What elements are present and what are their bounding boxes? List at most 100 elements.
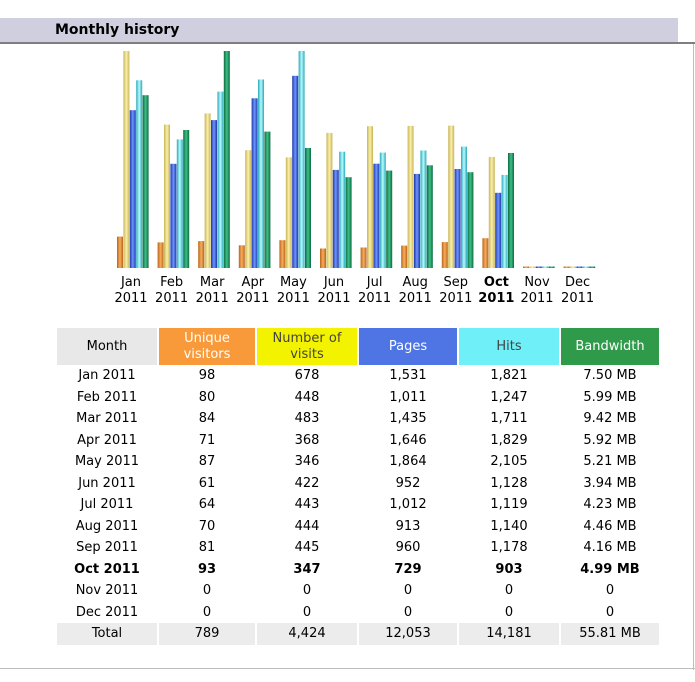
- row-unique-visitors: 61: [159, 472, 257, 494]
- row-bandwidth: 5.92 MB: [561, 429, 661, 451]
- row-visits: 0: [257, 601, 359, 623]
- row-pages: 729: [359, 558, 459, 580]
- row-visits: 0: [257, 580, 359, 602]
- x-label-month-apr-2011: Apr: [242, 275, 265, 290]
- bar-unique-visitors-oct-2011: [482, 238, 489, 268]
- row-visits: 346: [257, 451, 359, 473]
- row-unique-visitors: 0: [159, 601, 257, 623]
- row-pages: 1,646: [359, 429, 459, 451]
- row-pages: 960: [359, 537, 459, 559]
- bar-pages-jul-2011: [373, 163, 380, 268]
- x-label-year-jun-2011: 2011: [317, 291, 350, 306]
- table-row: Sep 2011 81 445 960 1,178 4.16 MB: [57, 537, 661, 559]
- x-label-month-aug-2011: Aug: [403, 275, 428, 290]
- table-total-row: Total 789 4,424 12,053 14,181 55.81 MB: [57, 623, 661, 645]
- table-row: Dec 2011 0 0 0 0 0: [57, 601, 661, 623]
- row-hits: 2,105: [459, 451, 561, 473]
- row-pages: 1,011: [359, 386, 459, 408]
- row-hits: 1,140: [459, 515, 561, 537]
- x-label-year-nov-2011: 2011: [520, 291, 553, 306]
- row-month: Jun 2011: [57, 472, 159, 494]
- bar-hits-nov-2011: [542, 266, 549, 268]
- table-row: Feb 2011 80 448 1,011 1,247 5.99 MB: [57, 386, 661, 408]
- bar-number-of-visits-apr-2011: [245, 150, 252, 268]
- row-pages: 1,531: [359, 365, 459, 387]
- row-pages: 1,864: [359, 451, 459, 473]
- bar-pages-sep-2011: [454, 169, 461, 268]
- bar-bandwidth-mb-jan-2011: [142, 95, 149, 268]
- row-pages: 1,012: [359, 494, 459, 516]
- bar-hits-apr-2011: [258, 79, 264, 268]
- bar-pages-jan-2011: [129, 110, 136, 268]
- bar-number-of-visits-jun-2011: [326, 132, 333, 268]
- row-visits: 448: [257, 386, 359, 408]
- table-row: Nov 2011 0 0 0 0 0: [57, 580, 661, 602]
- bar-number-of-visits-dec-2011: [570, 266, 576, 268]
- x-label-year-feb-2011: 2011: [155, 291, 188, 306]
- bar-bandwidth-mb-apr-2011: [264, 131, 271, 268]
- x-label-month-dec-2011: Dec: [565, 275, 590, 290]
- x-label-month-feb-2011: Feb: [160, 275, 183, 290]
- row-hits: 1,178: [459, 537, 561, 559]
- row-visits: 483: [257, 408, 359, 430]
- row-hits: 1,711: [459, 408, 561, 430]
- bar-hits-jun-2011: [339, 151, 346, 268]
- row-bandwidth: 5.21 MB: [561, 451, 661, 473]
- row-visits: 422: [257, 472, 359, 494]
- row-pages: 0: [359, 580, 459, 602]
- table-row: May 2011 87 346 1,864 2,105 5.21 MB: [57, 451, 661, 473]
- x-label-month-may-2011: May: [280, 275, 307, 290]
- row-month: Jul 2011: [57, 494, 159, 516]
- row-bandwidth: 9.42 MB: [561, 408, 661, 430]
- row-hits: 1,821: [459, 365, 561, 387]
- bar-unique-visitors-sep-2011: [441, 242, 448, 268]
- row-unique-visitors: 84: [159, 408, 257, 430]
- table-row: Jul 2011 64 443 1,012 1,119 4.23 MB: [57, 494, 661, 516]
- x-label-month-mar-2011: Mar: [200, 275, 225, 290]
- x-label-month-jun-2011: Jun: [323, 275, 344, 290]
- bar-pages-may-2011: [292, 75, 299, 268]
- row-month: Aug 2011: [57, 515, 159, 537]
- bar-unique-visitors-dec-2011: [563, 266, 570, 268]
- col-header-pages: Pages: [359, 328, 459, 365]
- row-visits: 443: [257, 494, 359, 516]
- row-bandwidth: 7.50 MB: [561, 365, 661, 387]
- x-label-year-aug-2011: 2011: [399, 291, 432, 306]
- x-label-year-oct-2011: 2011: [478, 291, 514, 306]
- bar-pages-mar-2011: [211, 120, 217, 268]
- row-bandwidth: 4.99 MB: [561, 558, 661, 580]
- row-pages: 952: [359, 472, 459, 494]
- table-row: Mar 2011 84 483 1,435 1,711 9.42 MB: [57, 408, 661, 430]
- section-header-bar: [0, 18, 678, 42]
- row-month: May 2011: [57, 451, 159, 473]
- bar-unique-visitors-may-2011: [279, 240, 286, 268]
- x-label-year-may-2011: 2011: [277, 291, 310, 306]
- bar-unique-visitors-apr-2011: [238, 245, 245, 268]
- row-hits: 1,119: [459, 494, 561, 516]
- row-hits: 0: [459, 601, 561, 623]
- row-bandwidth: 5.99 MB: [561, 386, 661, 408]
- col-header-unique-visitors: Unique visitors: [159, 328, 257, 365]
- row-month: Mar 2011: [57, 408, 159, 430]
- row-bandwidth: 0: [561, 601, 661, 623]
- bar-bandwidth-mb-oct-2011: [508, 153, 514, 268]
- total-label: Total: [57, 623, 159, 645]
- bar-unique-visitors-nov-2011: [523, 266, 529, 268]
- bar-pages-apr-2011: [251, 98, 258, 268]
- x-label-year-dec-2011: 2011: [561, 291, 594, 306]
- row-visits: 678: [257, 365, 359, 387]
- row-visits: 444: [257, 515, 359, 537]
- row-visits: 445: [257, 537, 359, 559]
- frame-right-border: [693, 44, 694, 670]
- col-header-bandwidth: Bandwidth: [561, 328, 661, 365]
- bar-bandwidth-mb-mar-2011: [223, 51, 230, 268]
- row-hits: 1,128: [459, 472, 561, 494]
- frame-bottom-border: [0, 668, 695, 669]
- col-header-hits: Hits: [459, 328, 561, 365]
- section-title: Monthly history: [55, 22, 180, 38]
- bar-number-of-visits-sep-2011: [448, 125, 455, 268]
- row-bandwidth: 0: [561, 580, 661, 602]
- bar-number-of-visits-may-2011: [285, 157, 292, 268]
- row-month: Nov 2011: [57, 580, 159, 602]
- row-hits: 1,247: [459, 386, 561, 408]
